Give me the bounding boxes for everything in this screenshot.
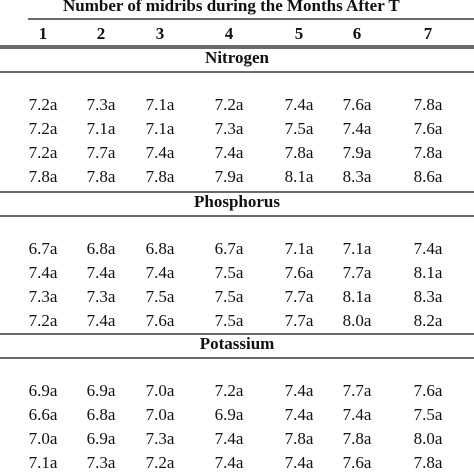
cell: 7.2a [29,95,58,114]
cell: 7.8a [87,167,116,186]
cell: 7.4a [215,143,244,162]
cell: 6.9a [87,429,116,448]
cell: 7.4a [414,239,443,258]
cell: 7.7a [343,381,372,400]
cell: 7.4a [87,263,116,282]
cell: 6.9a [215,405,244,424]
cell: 7.2a [29,119,58,138]
cell: 6.8a [87,239,116,258]
cell: 7.1a [146,119,175,138]
column-header: 4 [225,24,234,43]
cell: 7.3a [29,287,58,306]
cell: 8.2a [414,311,443,330]
cell: 7.3a [87,453,116,472]
cell: 7.6a [343,95,372,114]
cell: 7.8a [414,95,443,114]
cell: 6.7a [29,239,58,258]
cell: 8.0a [414,429,443,448]
cell: 7.9a [215,167,244,186]
cell: 7.7a [285,287,314,306]
cell: 7.4a [146,263,175,282]
cell: 7.9a [343,143,372,162]
column-header: 1 [39,24,48,43]
cell: 7.2a [146,453,175,472]
cell: 7.7a [343,263,372,282]
cell: 7.3a [87,287,116,306]
cell: 6.9a [29,381,58,400]
cell: 7.4a [285,405,314,424]
cell: 7.4a [285,381,314,400]
cell: 7.5a [215,311,244,330]
cell: 7.3a [215,119,244,138]
cell: 7.0a [146,405,175,424]
cell: 8.1a [414,263,443,282]
table-title: Number of midribs during the Months Afte… [63,0,400,15]
cell: 7.3a [146,429,175,448]
cell: 7.6a [343,453,372,472]
cell: 7.4a [285,95,314,114]
cell: 6.9a [87,381,116,400]
cell: 7.1a [29,453,58,472]
cell: 8.6a [414,167,443,186]
cell: 7.8a [414,143,443,162]
cell: 6.8a [87,405,116,424]
cell: 8.3a [414,287,443,306]
cell: 7.8a [414,453,443,472]
section-label: Phosphorus [194,192,280,211]
cell: 7.1a [146,95,175,114]
cell: 7.4a [285,453,314,472]
cell: 6.8a [146,239,175,258]
column-header: 7 [424,24,433,43]
cell: 7.8a [29,167,58,186]
cell: 7.7a [285,311,314,330]
column-header: 3 [156,24,165,43]
cell: 8.3a [343,167,372,186]
cell: 7.4a [343,119,372,138]
cell: 7.6a [414,119,443,138]
cell: 7.4a [29,263,58,282]
cell: 7.6a [414,381,443,400]
cell: 7.4a [87,311,116,330]
column-header: 6 [353,24,362,43]
cell: 7.4a [215,453,244,472]
cell: 7.0a [29,429,58,448]
cell: 8.1a [285,167,314,186]
section-label: Nitrogen [205,48,269,67]
cell: 8.0a [343,311,372,330]
cell: 7.1a [87,119,116,138]
cell: 7.4a [146,143,175,162]
cell: 7.1a [343,239,372,258]
cell: 7.5a [215,287,244,306]
cell: 7.8a [285,429,314,448]
cell: 7.3a [87,95,116,114]
section-label: Potassium [200,334,275,353]
cell: 6.7a [215,239,244,258]
cell: 7.5a [285,119,314,138]
cell: 7.5a [414,405,443,424]
cell: 7.5a [146,287,175,306]
cell: 7.8a [343,429,372,448]
cell: 7.7a [87,143,116,162]
cell: 7.2a [215,95,244,114]
column-header: 5 [295,24,304,43]
cell: 7.2a [29,311,58,330]
cell: 7.2a [29,143,58,162]
cell: 7.5a [215,263,244,282]
cell: 7.0a [146,381,175,400]
column-header: 2 [97,24,106,43]
cell: 6.6a [29,405,58,424]
cell: 7.8a [146,167,175,186]
cell: 8.1a [343,287,372,306]
cell: 7.6a [146,311,175,330]
cell: 7.4a [343,405,372,424]
cell: 7.6a [285,263,314,282]
cell: 7.1a [285,239,314,258]
cell: 7.4a [215,429,244,448]
cell: 7.2a [215,381,244,400]
cell: 7.8a [285,143,314,162]
